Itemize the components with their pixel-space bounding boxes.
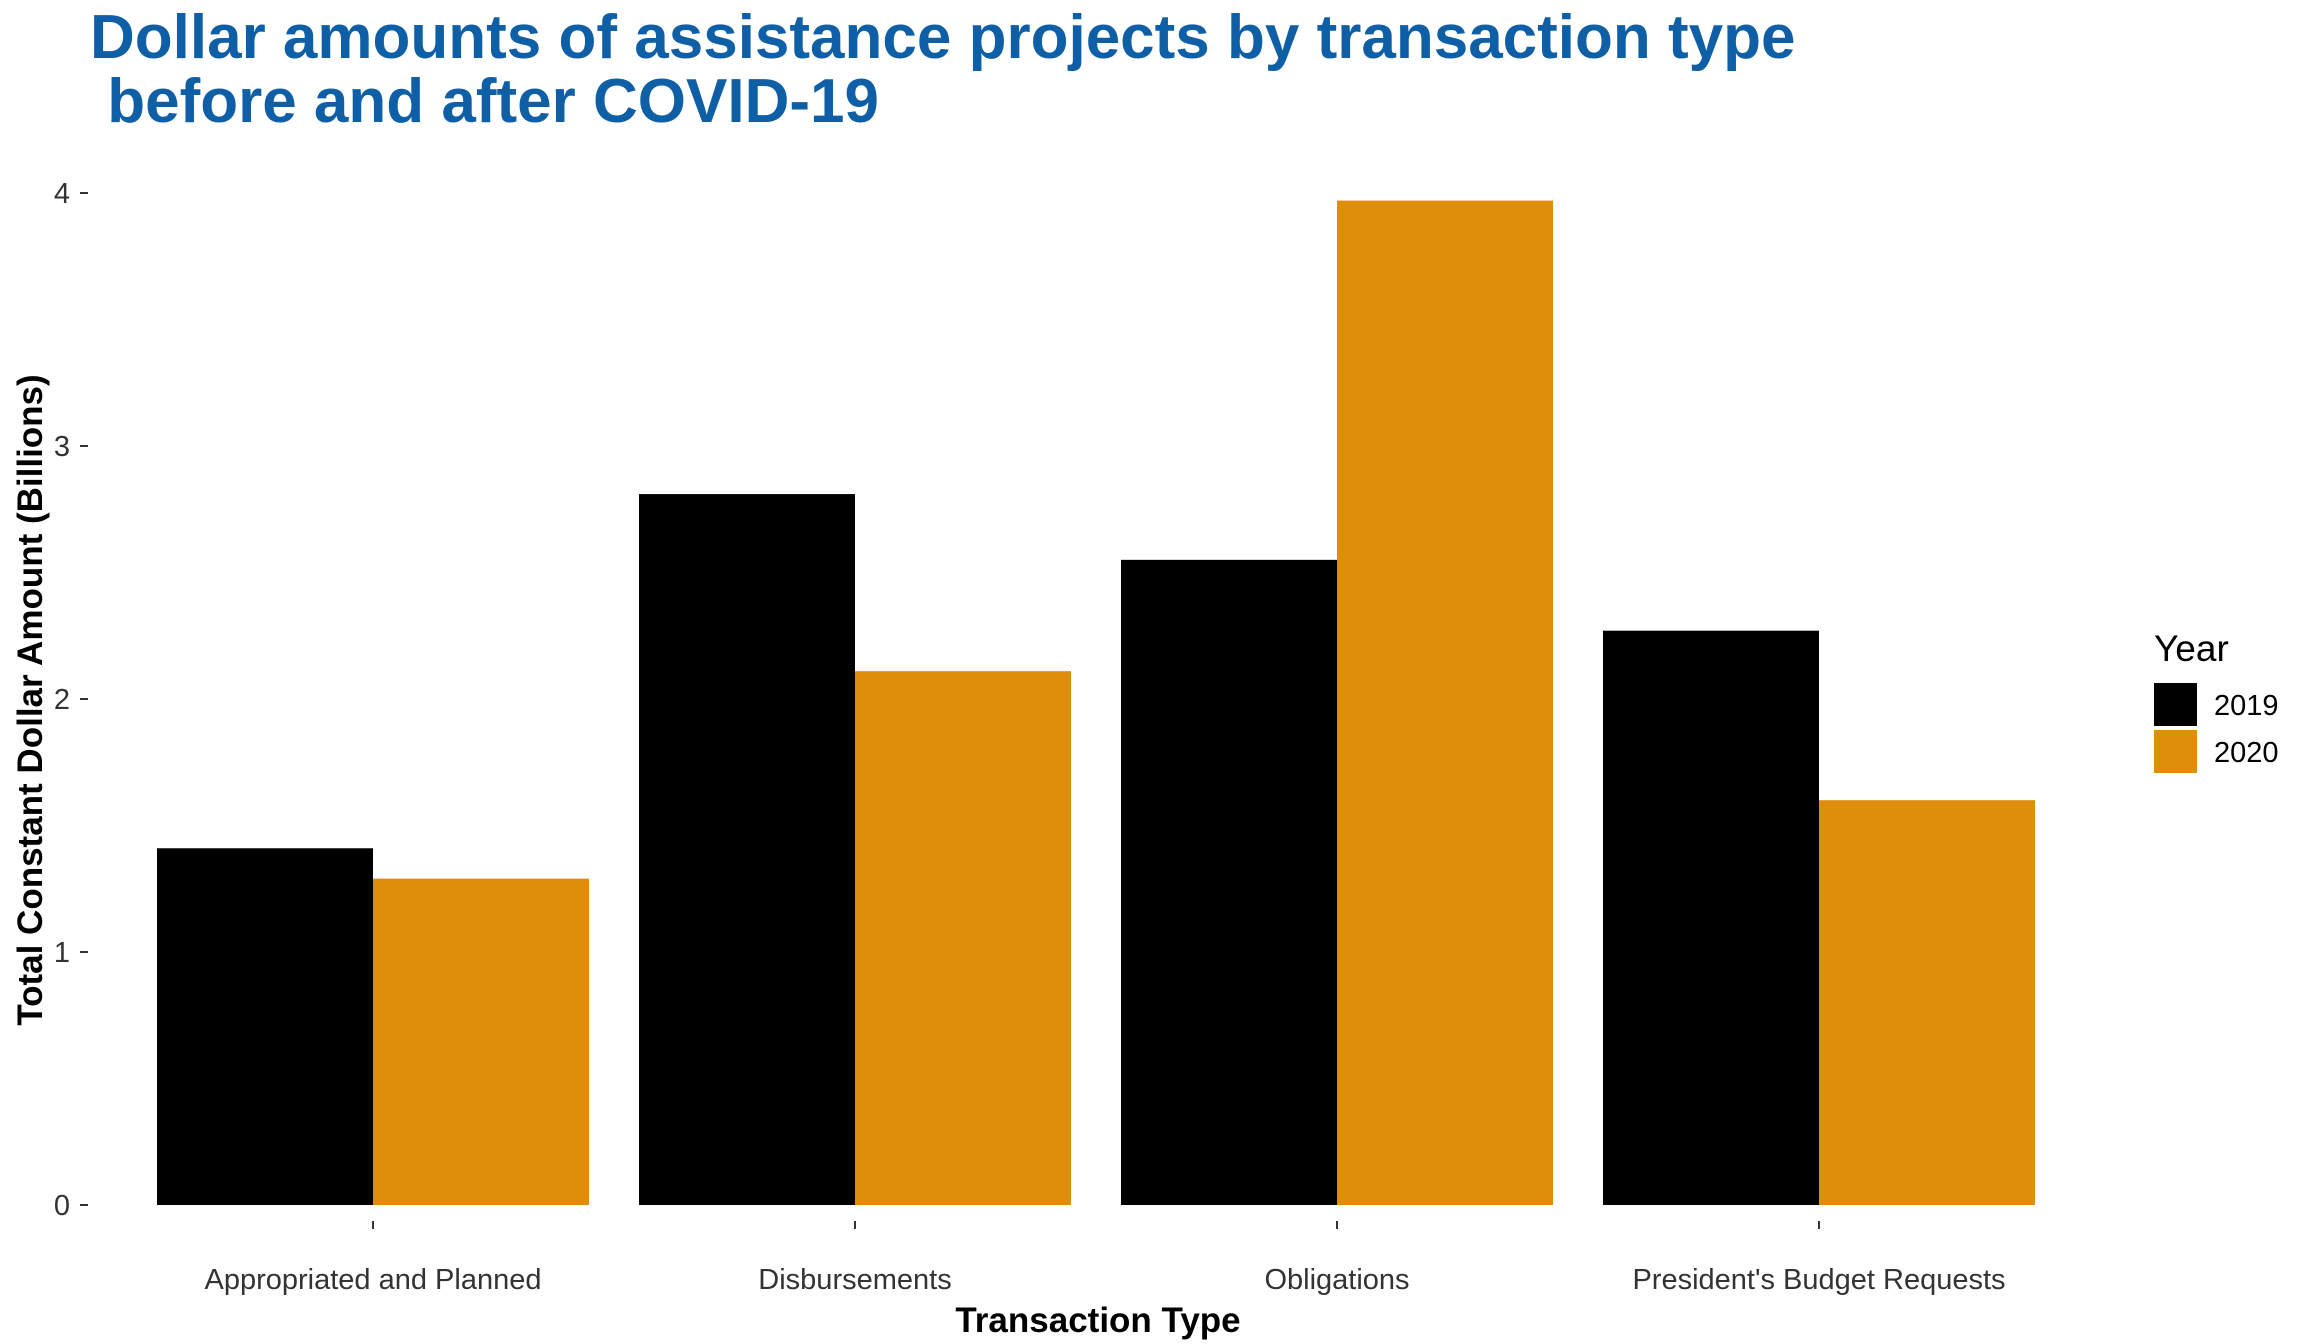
legend-key-2019: [2154, 683, 2197, 726]
x-tick-label: Obligations: [1264, 1264, 1409, 1296]
bar-2019: [1603, 630, 1819, 1205]
chart-title-line-1: Dollar amounts of assistance projects by…: [90, 3, 1795, 72]
y-axis: 0 1 2 3 4: [54, 178, 88, 1222]
legend: Year 2019 2020: [2154, 628, 2279, 773]
bar-2019: [1121, 559, 1337, 1205]
y-tick-label: 4: [54, 178, 70, 210]
y-tick-label: 2: [54, 684, 70, 716]
x-tick-label: Appropriated and Planned: [205, 1264, 542, 1296]
legend-title: Year: [2154, 628, 2229, 669]
x-axis-title: Transaction Type: [955, 1301, 1240, 1340]
bar-2020: [373, 878, 589, 1205]
legend-label-2020: 2020: [2214, 737, 2279, 769]
y-axis-title: Total Constant Dollar Amount (Billions): [11, 374, 50, 1025]
chart-title-line-2: before and after COVID-19: [90, 67, 879, 136]
bar-2020: [855, 671, 1071, 1205]
y-tick-label: 3: [54, 431, 70, 463]
x-tick-label: President's Budget Requests: [1632, 1264, 2005, 1296]
bar-2020: [1337, 200, 1553, 1206]
y-tick-label: 1: [54, 937, 70, 969]
x-tick-label: Disbursements: [758, 1264, 951, 1296]
y-tick-label: 0: [54, 1190, 70, 1222]
bar-2019: [157, 848, 373, 1205]
x-axis: Appropriated and Planned Disbursements Obl…: [205, 1221, 2006, 1296]
bars: [157, 200, 2035, 1206]
legend-label-2019: 2019: [2214, 690, 2279, 722]
bar-2020: [1819, 800, 2035, 1205]
bar-2019: [639, 494, 855, 1205]
legend-key-2020: [2154, 730, 2197, 773]
